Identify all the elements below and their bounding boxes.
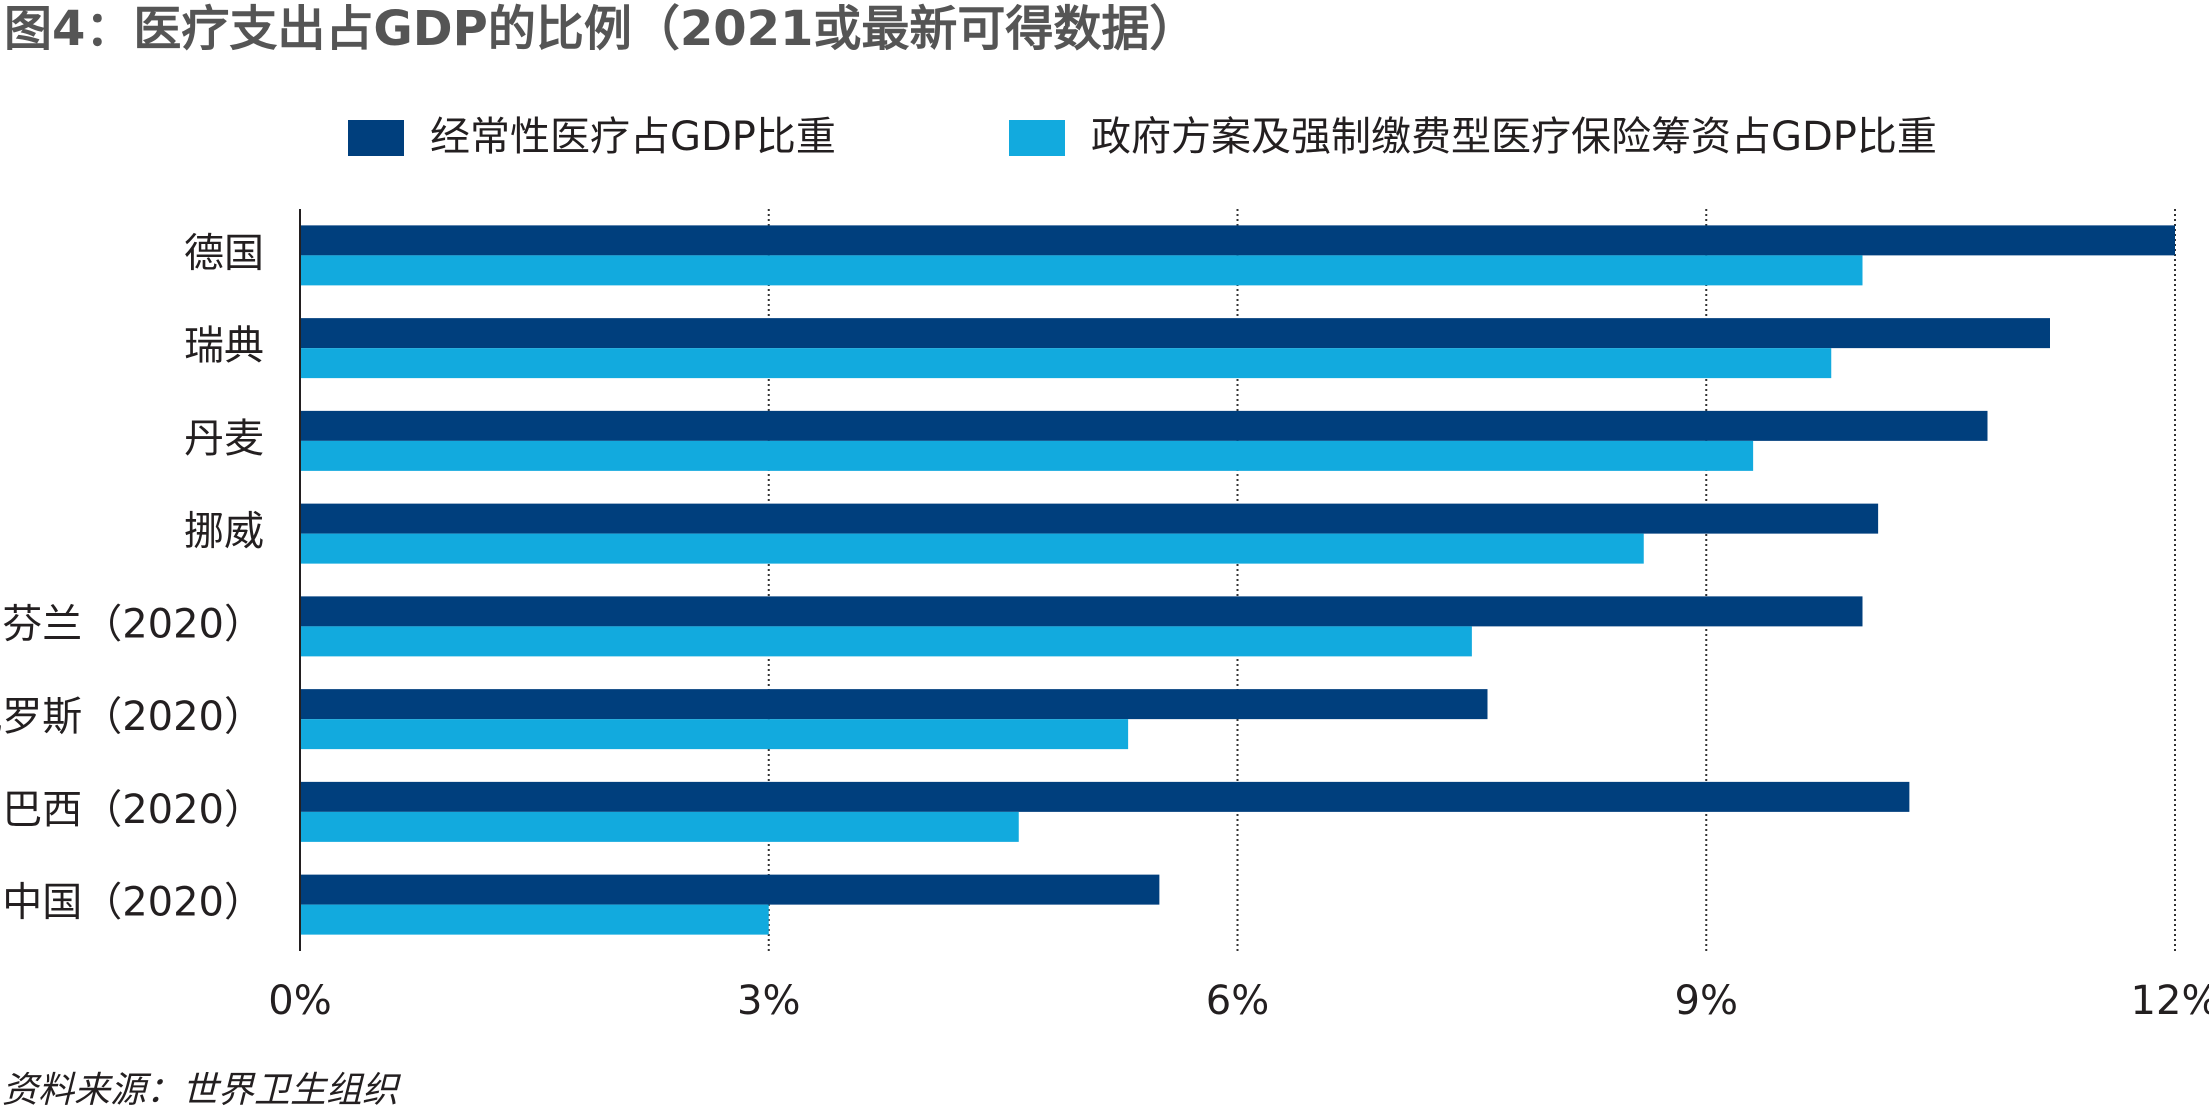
bar	[300, 811, 1019, 842]
bar	[300, 626, 1472, 657]
bar	[300, 255, 1863, 286]
legend-swatch	[348, 120, 404, 156]
bar	[300, 503, 1879, 534]
y-tick-label: 瑞典	[184, 323, 264, 369]
y-tick-label: 丹麦	[184, 416, 264, 462]
y-tick-label: 芬兰（2020）	[2, 601, 264, 647]
bar	[300, 440, 1754, 471]
x-tick-label: 0%	[268, 978, 331, 1024]
legend-label: 经常性医疗占GDP比重	[430, 114, 836, 160]
bar	[300, 318, 2050, 349]
bar	[300, 874, 1160, 905]
bar	[300, 689, 1488, 720]
bar	[300, 533, 1644, 564]
bar	[300, 225, 2175, 256]
y-tick-label: 巴西（2020）	[2, 787, 264, 833]
bar	[300, 410, 1988, 441]
y-tick-label: 俄罗斯（2020）	[0, 694, 264, 740]
bar	[300, 596, 1863, 627]
bar	[300, 719, 1129, 750]
source-note: 资料来源：世界卫生组织	[2, 1070, 402, 1111]
chart-title: 图4：医疗支出占GDP的比例（2021或最新可得数据）	[4, 1, 1197, 57]
x-tick-label: 6%	[1206, 978, 1269, 1024]
bar	[300, 781, 1910, 812]
y-tick-label: 挪威	[184, 509, 264, 555]
y-tick-label: 中国（2020）	[2, 880, 264, 926]
x-tick-label: 12%	[2131, 978, 2209, 1024]
bar	[300, 348, 1832, 379]
x-tick-label: 3%	[737, 978, 800, 1024]
y-tick-label: 德国	[184, 230, 264, 276]
bar	[300, 904, 769, 935]
legend-label: 政府方案及强制缴费型医疗保险筹资占GDP比重	[1091, 114, 1937, 160]
legend-swatch	[1009, 120, 1065, 156]
x-tick-label: 9%	[1675, 978, 1738, 1024]
